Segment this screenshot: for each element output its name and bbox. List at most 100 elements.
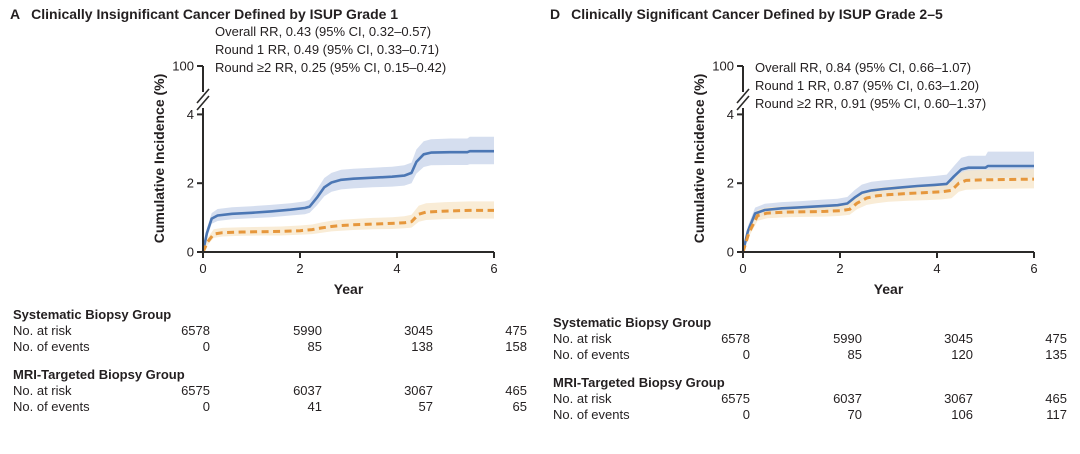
- axis-break-slash: [736, 88, 750, 104]
- risk-value: 3045: [944, 331, 973, 346]
- risk-table-group: Systematic Biopsy Group No. at risk 6578 59…: [13, 307, 527, 355]
- panel-a-letter: A: [10, 6, 21, 22]
- risk-value: 70: [847, 407, 862, 422]
- y-tick-label: 2: [187, 176, 194, 191]
- risk-table-row: No. at risk 6575 6037 3067 465: [553, 391, 1067, 407]
- panel-d-title: D Clinically Significant Cancer Defined b…: [550, 6, 943, 22]
- panel-a-title: A Clinically Insignificant Cancer Defined…: [10, 6, 398, 22]
- y-tick-label: 2: [727, 176, 734, 191]
- risk-value: 475: [505, 323, 527, 338]
- panel-d-chart: 0 2 4 6 0 2 4 100: [712, 59, 1037, 277]
- x-tick-label: 2: [296, 261, 303, 276]
- systematic-biopsy-group-curve: [201, 149, 494, 253]
- risk-value: 3067: [944, 391, 973, 406]
- risk-value: 5990: [833, 331, 862, 346]
- y-tick-label: 0: [187, 245, 194, 260]
- risk-table-row: No. of events 0 70 106 117: [553, 407, 1067, 423]
- x-tick-label: 0: [199, 261, 206, 276]
- panel-d-rr-annotations: Overall RR, 0.84 (95% CI, 0.66–1.07) Roun…: [755, 59, 986, 113]
- axis-break-gap: [200, 92, 206, 108]
- risk-table-row: No. at risk 6578 5990 3045 475: [553, 331, 1067, 347]
- risk-value: 85: [307, 339, 322, 354]
- risk-value: 6575: [721, 391, 750, 406]
- risk-value: 6578: [721, 331, 750, 346]
- y-top-tick-label: 100: [172, 59, 194, 74]
- risk-group-name: Systematic Biopsy Group: [553, 315, 712, 330]
- risk-table-row: No. at risk 6575 6037 3067 465: [13, 383, 527, 399]
- risk-group-name: Systematic Biopsy Group: [13, 307, 172, 322]
- axis-break-slash: [196, 88, 210, 104]
- risk-row-label: No. of events: [553, 347, 630, 362]
- axis-break-gap: [740, 92, 746, 108]
- risk-value: 465: [505, 383, 527, 398]
- panel-d-letter: D: [550, 6, 561, 22]
- rr-annotation-line: Overall RR, 0.84 (95% CI, 0.66–1.07): [755, 60, 972, 75]
- risk-value: 57: [418, 399, 433, 414]
- risk-value: 0: [202, 399, 210, 414]
- y-top-tick-label: 100: [712, 59, 734, 74]
- risk-value: 5990: [293, 323, 322, 338]
- risk-value: 0: [742, 347, 750, 362]
- risk-value: 138: [411, 339, 433, 354]
- risk-table-row: No. of events 0 85 138 158: [13, 339, 527, 355]
- risk-row-label: No. of events: [13, 399, 90, 414]
- axis-break-slash: [196, 95, 210, 111]
- rr-annotation-line: Round ≥2 RR, 0.25 (95% CI, 0.15–0.42): [215, 60, 447, 75]
- panel-d-risk-table: Systematic Biopsy Group No. at risk 6578 59…: [553, 315, 1067, 423]
- x-tick-label: 2: [836, 261, 843, 276]
- y-tick-label: 4: [187, 107, 194, 122]
- risk-value: 0: [202, 339, 210, 354]
- risk-value: 117: [1046, 407, 1067, 422]
- risk-value: 6578: [181, 323, 210, 338]
- rr-annotation-line: Round ≥2 RR, 0.91 (95% CI, 0.60–1.37): [755, 96, 987, 111]
- risk-row-label: No. of events: [553, 407, 630, 422]
- y-tick-label: 4: [727, 107, 734, 122]
- risk-value: 0: [742, 407, 750, 422]
- panel-a-chart: 0 2 4 6 0 2 4 100: [172, 59, 497, 277]
- risk-value: 3045: [404, 323, 433, 338]
- x-tick-label: 6: [1030, 261, 1037, 276]
- rr-annotation-line: Round 1 RR, 0.49 (95% CI, 0.33–0.71): [215, 42, 440, 57]
- panel-a-title-text: Clinically Insignificant Cancer Defined …: [31, 6, 399, 22]
- mri-targeted-biopsy-group-ci-band: [743, 169, 1034, 252]
- systematic-biopsy-group-ci-band: [203, 136, 494, 252]
- rr-annotation-line: Overall RR, 0.43 (95% CI, 0.32–0.57): [215, 24, 432, 39]
- risk-row-label: No. of events: [13, 339, 90, 354]
- mri-targeted-biopsy-group-curve: [201, 208, 494, 253]
- panel-d-x-axis-label: Year: [873, 281, 904, 297]
- risk-value: 65: [512, 399, 527, 414]
- risk-value: 41: [307, 399, 322, 414]
- risk-value: 475: [1045, 331, 1067, 346]
- x-tick-label: 4: [393, 261, 400, 276]
- risk-value: 3067: [404, 383, 433, 398]
- axis-break-slash: [736, 95, 750, 111]
- risk-row-label: No. at risk: [553, 391, 612, 406]
- panel-d: D Clinically Significant Cancer Defined b…: [540, 0, 1080, 454]
- risk-table-row: No. at risk 6578 5990 3045 475: [13, 323, 527, 339]
- risk-value: 158: [505, 339, 527, 354]
- risk-value: 465: [1045, 391, 1067, 406]
- risk-value: 6575: [181, 383, 210, 398]
- rr-annotation-line: Round 1 RR, 0.87 (95% CI, 0.63–1.20): [755, 78, 980, 93]
- risk-table-row: No. of events 0 41 57 65: [13, 399, 527, 415]
- panel-a-rr-annotations: Overall RR, 0.43 (95% CI, 0.32–0.57) Roun…: [215, 23, 446, 77]
- risk-value: 6037: [833, 391, 862, 406]
- risk-row-label: No. at risk: [553, 331, 612, 346]
- x-tick-label: 4: [933, 261, 940, 276]
- risk-value: 85: [847, 347, 862, 362]
- x-tick-label: 6: [490, 261, 497, 276]
- panel-a-risk-table: Systematic Biopsy Group No. at risk 6578 59…: [13, 307, 527, 415]
- risk-value: 6037: [293, 383, 322, 398]
- panel-a: A Clinically Insignificant Cancer Defined…: [10, 6, 527, 415]
- risk-group-name: MRI-Targeted Biopsy Group: [13, 367, 185, 382]
- x-tick-label: 0: [739, 261, 746, 276]
- risk-value: 120: [951, 347, 973, 362]
- risk-row-label: No. at risk: [13, 323, 72, 338]
- mri-targeted-biopsy-group-curve: [741, 177, 1035, 253]
- risk-value: 135: [1045, 347, 1067, 362]
- risk-table-group: MRI-Targeted Biopsy Group No. at risk 6575…: [553, 375, 1067, 423]
- risk-value: 106: [951, 407, 973, 422]
- systematic-biopsy-group-curve: [741, 164, 1034, 253]
- panel-d-title-text: Clinically Significant Cancer Defined by…: [571, 6, 943, 22]
